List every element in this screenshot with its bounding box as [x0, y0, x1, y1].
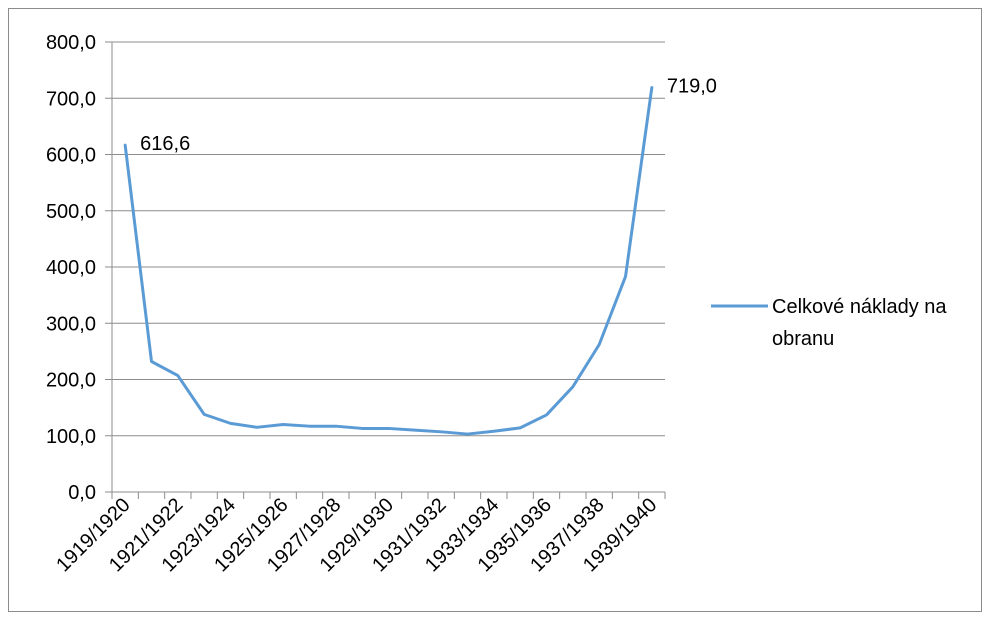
x-axis-ticks: 1919/19201921/19221923/19241925/19261927… — [52, 492, 666, 576]
series-line — [123, 86, 654, 436]
y-tick-label: 200,0 — [46, 370, 96, 392]
legend-label-line-1: Celkové náklady na — [772, 296, 947, 318]
chart-frame — [8, 8, 982, 612]
y-tick-label: 300,0 — [46, 313, 96, 335]
data-label: 616,6 — [140, 133, 190, 155]
y-tick-label: 100,0 — [46, 426, 96, 448]
legend-label-line-2: obranu — [772, 328, 834, 350]
y-tick-label: 800,0 — [46, 32, 96, 54]
y-tick-label: 500,0 — [46, 201, 96, 223]
legend: Celkové náklady na obranu — [711, 296, 947, 350]
y-tick-label: 700,0 — [46, 88, 96, 110]
data-label: 719,0 — [667, 76, 717, 98]
y-axis-ticks: 0,0 100,0 200,0 300,0 400,0 500,0 600,0 700,0 80… — [46, 32, 112, 504]
y-tick-label: 0,0 — [68, 482, 96, 504]
data-labels: 616,6 719,0 — [140, 76, 717, 156]
y-tick-label: 400,0 — [46, 257, 96, 279]
gridlines — [112, 41, 665, 437]
y-tick-label: 600,0 — [46, 145, 96, 167]
